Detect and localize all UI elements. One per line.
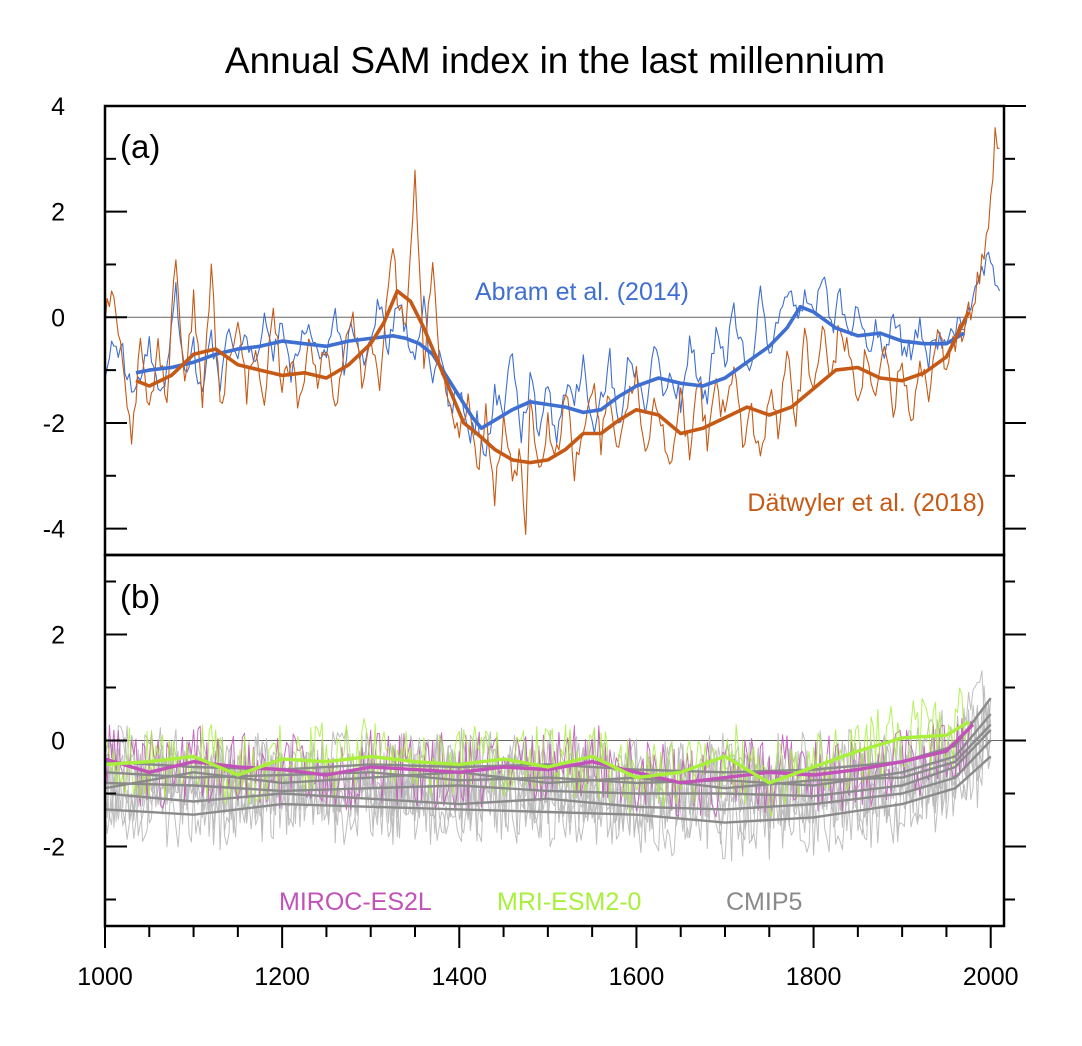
x-tick-label: 2000 — [963, 963, 1019, 991]
y-tick-label: -4 — [43, 516, 65, 544]
panel-a-label: (a) — [120, 128, 160, 165]
cmip5-annual-line — [105, 670, 992, 811]
y-tick-label: 2 — [51, 622, 65, 650]
y-tick-label: 0 — [51, 304, 65, 332]
cmip5-label: CMIP5 — [726, 888, 802, 916]
mri-smoothed-line — [105, 720, 970, 785]
smoothed-line-abram — [135, 304, 966, 431]
cmip5-member-line-1 — [105, 755, 992, 824]
datwyler-label: Dätwyler et al. (2018) — [747, 489, 985, 517]
miroc-annual-line — [105, 718, 974, 818]
y-tick-label: 4 — [51, 93, 65, 121]
x-tick-label: 1600 — [609, 963, 665, 991]
mri-annual-line — [105, 687, 970, 818]
x-tick-label: 1200 — [254, 963, 310, 991]
y-tick-label: 0 — [51, 728, 65, 756]
smoothed-line-datwyler — [135, 289, 971, 465]
panel-a: -4 -2 0 2 4 (a) Abram et al. (2014) Dätwyler… — [43, 93, 1026, 557]
panel-b-label: (b) — [120, 578, 160, 615]
panel-b: -2 0 2 1000 1200 1400 1600 1800 2000 (b) MIROC-E… — [43, 553, 1026, 991]
y-tick-label: 2 — [51, 199, 65, 227]
y-tick-label: -2 — [43, 834, 65, 862]
cmip5-annual-line — [105, 728, 992, 862]
x-tick-label: 1000 — [77, 963, 133, 991]
miroc-label: MIROC-ES2L — [279, 888, 432, 916]
x-tick-label: 1400 — [431, 963, 487, 991]
abram-label: Abram et al. (2014) — [475, 278, 689, 306]
mri-label: MRI-ESM2-0 — [497, 888, 641, 916]
chart-title: Annual SAM index in the last millennium — [224, 40, 886, 81]
annual-line-datwyler — [105, 127, 1000, 535]
cmip5-member-line-2 — [105, 739, 992, 811]
cmip5-member-line-6 — [105, 723, 992, 790]
y-tick-label: -2 — [43, 410, 65, 438]
x-tick-label: 1800 — [786, 963, 842, 991]
cmip5-member-line-3 — [105, 729, 992, 798]
